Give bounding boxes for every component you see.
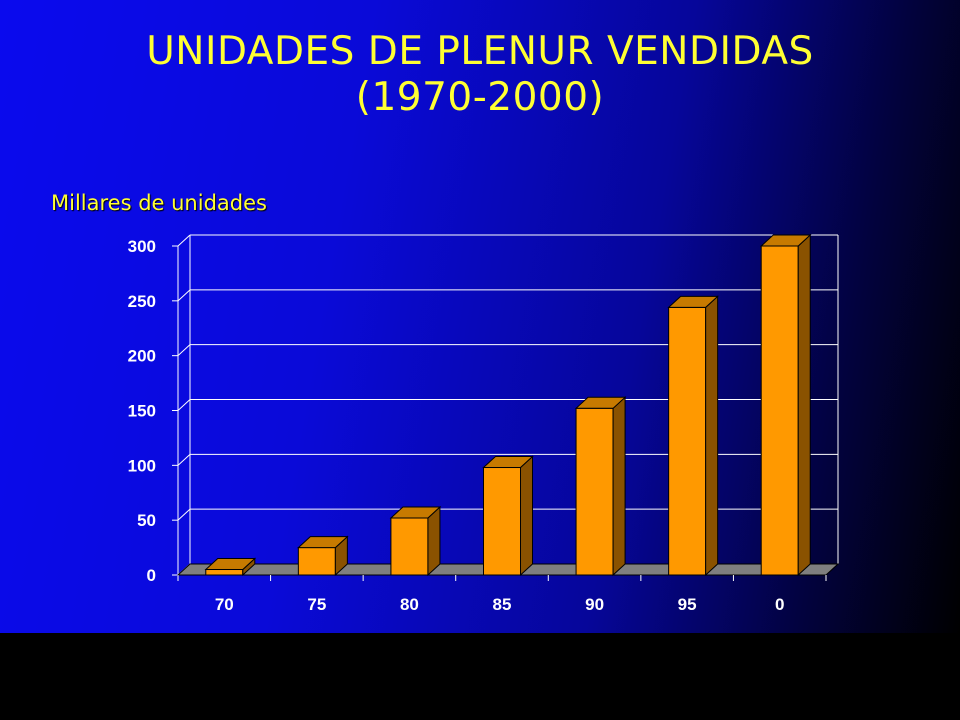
bar <box>760 245 799 576</box>
bar <box>390 517 429 576</box>
bar-top <box>482 456 534 469</box>
bar-side <box>797 233 811 577</box>
y-tick-label: 200 <box>128 347 156 366</box>
bar-top <box>574 396 627 409</box>
slide-background: UNIDADES DE PLENUR VENDIDAS (1970-2000) … <box>0 0 960 633</box>
grid-line-side <box>177 289 191 302</box>
grid-line-side <box>177 453 191 466</box>
bottom-band <box>0 633 960 720</box>
bar-side <box>427 505 441 577</box>
grid-line-side <box>177 344 191 357</box>
x-tick-label: 70 <box>215 595 234 614</box>
bar-chart: 0 50 100 150 200 250 300 70 75 80 85 90 95 0 <box>128 233 840 614</box>
slide-title-line-2: (1970-2000) <box>355 75 605 120</box>
bar-top <box>204 558 257 571</box>
x-tick-label: 0 <box>775 595 784 614</box>
y-tick-label: 100 <box>128 456 156 475</box>
bar-side <box>520 455 533 577</box>
bar-side <box>705 295 719 577</box>
bar-side <box>612 396 626 577</box>
x-tick-label: 95 <box>678 595 697 614</box>
bar-top <box>297 536 349 549</box>
bar <box>668 306 707 576</box>
bar-top <box>389 506 442 519</box>
y-tick-label: 300 <box>128 237 156 256</box>
x-tick-label: 80 <box>400 595 419 614</box>
bar <box>297 547 336 576</box>
grid-line-side <box>177 234 191 247</box>
bar <box>483 467 521 576</box>
y-axis-label: Millares de unidades <box>51 191 267 215</box>
x-tick-label: 85 <box>493 595 512 614</box>
y-tick-label: 50 <box>137 511 156 530</box>
x-tick-label: 75 <box>307 595 326 614</box>
grid-line-side <box>177 399 191 411</box>
y-tick-label: 150 <box>128 402 156 421</box>
y-tick-label: 250 <box>128 292 156 311</box>
bar-top <box>667 295 719 308</box>
x-tick-label: 90 <box>585 595 604 614</box>
bar <box>205 569 244 576</box>
y-tick-label: 0 <box>147 566 156 585</box>
bar-top <box>759 234 812 247</box>
bar <box>575 407 614 576</box>
slide-title-line-1: UNIDADES DE PLENUR VENDIDAS <box>146 29 814 74</box>
grid-line-side <box>177 508 191 521</box>
